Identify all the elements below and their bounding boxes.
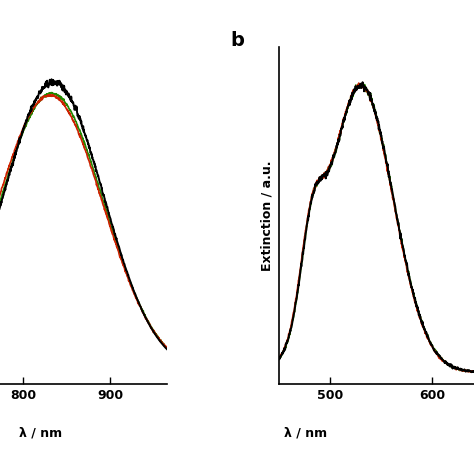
Y-axis label: Extinction / a.u.: Extinction / a.u.: [260, 160, 273, 271]
Text: b: b: [230, 31, 244, 50]
Text: λ / nm: λ / nm: [19, 427, 62, 439]
Text: λ / nm: λ / nm: [284, 427, 328, 439]
